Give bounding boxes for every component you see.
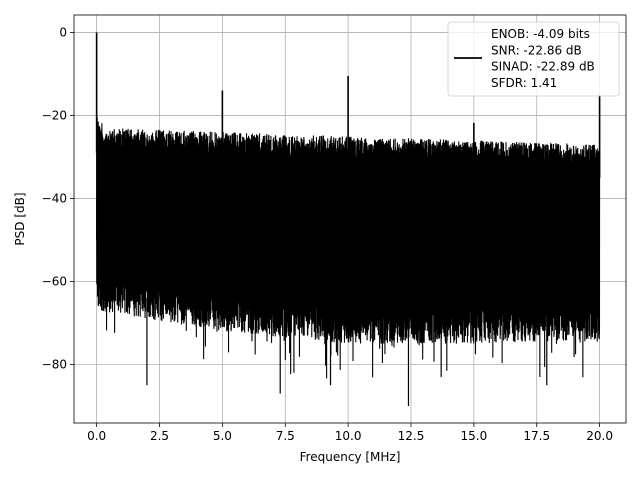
x-axis-label: Frequency [MHz]	[300, 450, 401, 464]
x-axis: 0.0 2.5 5.0 7.5 10.0 12.5 15.0 17.5 20.0	[87, 423, 613, 443]
y-tick-label: −60	[42, 274, 67, 288]
x-tick-label: 17.5	[523, 429, 550, 443]
y-axis-label: PSD [dB]	[13, 192, 27, 245]
legend-entry-snr: SNR: -22.86 dB	[491, 43, 582, 57]
legend: ENOB: -4.09 bits SNR: -22.86 dB SINAD: -…	[447, 21, 620, 97]
y-tick-label: 0	[59, 25, 67, 39]
y-tick-label: −40	[42, 191, 67, 205]
dc-region	[96, 117, 104, 265]
x-tick-label: 0.0	[87, 429, 106, 443]
y-tick-label: −20	[42, 108, 67, 122]
x-tick-label: 5.0	[213, 429, 232, 443]
x-tick-label: 2.5	[150, 429, 169, 443]
x-tick-label: 20.0	[586, 429, 613, 443]
x-tick-label: 15.0	[460, 429, 487, 443]
legend-entry-enob: ENOB: -4.09 bits	[491, 27, 590, 41]
plot-area-frame	[73, 14, 627, 424]
x-tick-label: 12.5	[398, 429, 425, 443]
y-tick-label: −80	[42, 357, 67, 371]
x-tick-label: 7.5	[276, 429, 295, 443]
psd-series	[95, 32, 601, 406]
legend-entry-sfdr: SFDR: 1.41	[491, 76, 557, 90]
y-axis: 0 −20 −40 −60 −80	[42, 25, 74, 371]
x-tick-label: 10.0	[335, 429, 362, 443]
legend-box	[447, 21, 620, 97]
legend-entry-sinad: SINAD: -22.89 dB	[491, 60, 595, 74]
